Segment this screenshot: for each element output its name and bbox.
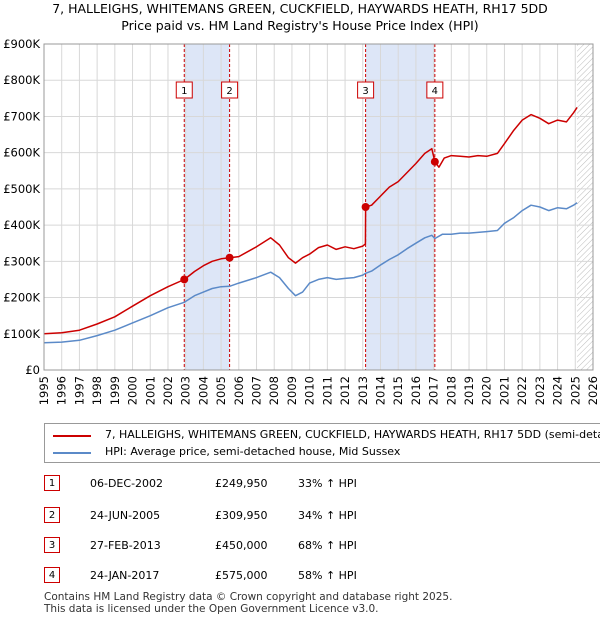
legend-label-property: 7, HALLEIGHS, WHITEMANS GREEN, CUCKFIELD… <box>105 428 600 441</box>
x-tick-label: 2022 <box>515 376 529 405</box>
sale-point <box>225 253 234 262</box>
y-tick-label: £800K <box>3 73 40 87</box>
chart-title-line1: 7, HALLEIGHS, WHITEMANS GREEN, CUCKFIELD… <box>52 1 548 16</box>
transaction-price: £450,000 <box>215 539 268 552</box>
transaction-hpi-change: 33% ↑ HPI <box>298 477 357 490</box>
x-tick-label: 2005 <box>214 376 228 405</box>
y-tick-label: £500K <box>3 182 40 196</box>
x-tick-label: 2026 <box>586 376 600 405</box>
footer-licence: This data is licensed under the Open Gov… <box>44 603 379 615</box>
x-tick-label: 2024 <box>551 376 565 405</box>
chart-title-line2: Price paid vs. HM Land Registry's House … <box>121 18 479 33</box>
x-tick-label: 2002 <box>161 376 175 405</box>
x-tick-label: 2025 <box>568 376 582 405</box>
legend-swatch-property <box>53 435 91 437</box>
transaction-hpi-change: 68% ↑ HPI <box>298 539 357 552</box>
transaction-price: £309,950 <box>215 509 268 522</box>
transaction-price: £249,950 <box>215 477 268 490</box>
x-tick-label: 2021 <box>497 376 511 405</box>
sale-point <box>180 275 189 284</box>
x-tick-label: 2023 <box>533 376 547 405</box>
sale-number-box <box>357 81 375 99</box>
transaction-hpi-change: 58% ↑ HPI <box>298 569 357 582</box>
transaction-date: 06-DEC-2002 <box>90 477 164 490</box>
x-tick-label: 1996 <box>55 376 69 405</box>
sale-number-label: 4 <box>432 86 438 97</box>
hpi-series-line <box>43 202 578 344</box>
legend-swatch-hpi <box>53 452 91 454</box>
y-tick-label: £300K <box>3 254 40 268</box>
forecast-hatch-region <box>577 44 593 370</box>
x-tick-label: 2001 <box>143 376 157 405</box>
x-tick-label: 1998 <box>90 376 104 405</box>
x-tick-label: 2009 <box>285 376 299 405</box>
x-tick-label: 2011 <box>320 376 334 405</box>
price-chart: £0 £100K £200K £300K £400K £500K £600K £700K £80… <box>3 37 600 405</box>
plot-frame <box>43 43 594 371</box>
x-tick-label: 2008 <box>267 376 281 405</box>
footer-copyright: Contains HM Land Registry data © Crown c… <box>44 591 453 603</box>
x-tick-label: 2014 <box>373 376 387 405</box>
transaction-hpi-change: 34% ↑ HPI <box>298 509 357 522</box>
x-tick-label: 1995 <box>37 376 51 405</box>
legend-item-property: 7, HALLEIGHS, WHITEMANS GREEN, CUCKFIELD… <box>53 428 600 444</box>
y-tick-label: £900K <box>3 37 40 51</box>
x-tick-label: 2013 <box>356 376 370 405</box>
x-tick-label: 2003 <box>179 376 193 405</box>
x-tick-label: 2020 <box>480 376 494 405</box>
sale-point <box>361 203 370 211</box>
x-tick-label: 2015 <box>391 376 405 405</box>
sale-point <box>430 157 439 166</box>
x-tick-label: 2010 <box>303 376 317 405</box>
x-tick-label: 2019 <box>462 376 476 405</box>
transaction-marker: 4 <box>44 567 60 583</box>
transaction-date: 24-JUN-2005 <box>90 509 161 522</box>
transaction-marker: 3 <box>44 537 60 553</box>
property-series-line <box>43 106 578 335</box>
x-tick-label: 2006 <box>232 376 246 405</box>
x-tick-label: 2007 <box>250 376 264 405</box>
transaction-marker: 1 <box>44 475 60 491</box>
x-tick-label: 2016 <box>409 376 423 405</box>
transaction-date: 27-FEB-2013 <box>90 539 161 552</box>
y-tick-label: £700K <box>3 109 40 123</box>
transaction-marker: 2 <box>44 507 60 523</box>
sale-number-label: 3 <box>362 86 368 97</box>
y-tick-label: £200K <box>3 291 40 305</box>
x-tick-label: 2004 <box>196 376 210 405</box>
chart-legend: 7, HALLEIGHS, WHITEMANS GREEN, CUCKFIELD… <box>44 423 600 463</box>
sale-number-label: 1 <box>181 86 187 97</box>
x-tick-label: 2000 <box>126 376 140 405</box>
x-tick-label: 2018 <box>444 376 458 405</box>
transaction-date: 24-JAN-2017 <box>90 569 160 582</box>
x-tick-label: 1999 <box>108 376 122 405</box>
x-tick-label: 2012 <box>338 376 352 405</box>
sale-number-label: 2 <box>226 86 232 97</box>
sale-number-box <box>175 81 193 99</box>
sale-number-box <box>426 81 444 99</box>
y-tick-label: £0 <box>25 363 40 377</box>
y-tick-label: £400K <box>3 218 40 232</box>
sale-number-box <box>221 81 239 99</box>
legend-label-hpi: HPI: Average price, semi-detached house,… <box>105 445 401 458</box>
transaction-price: £575,000 <box>215 569 268 582</box>
y-tick-label: £100K <box>3 327 40 341</box>
y-tick-label: £600K <box>3 146 40 160</box>
sale-interval-shade <box>365 44 435 370</box>
x-tick-label: 2017 <box>427 376 441 405</box>
x-tick-label: 1997 <box>72 376 86 405</box>
